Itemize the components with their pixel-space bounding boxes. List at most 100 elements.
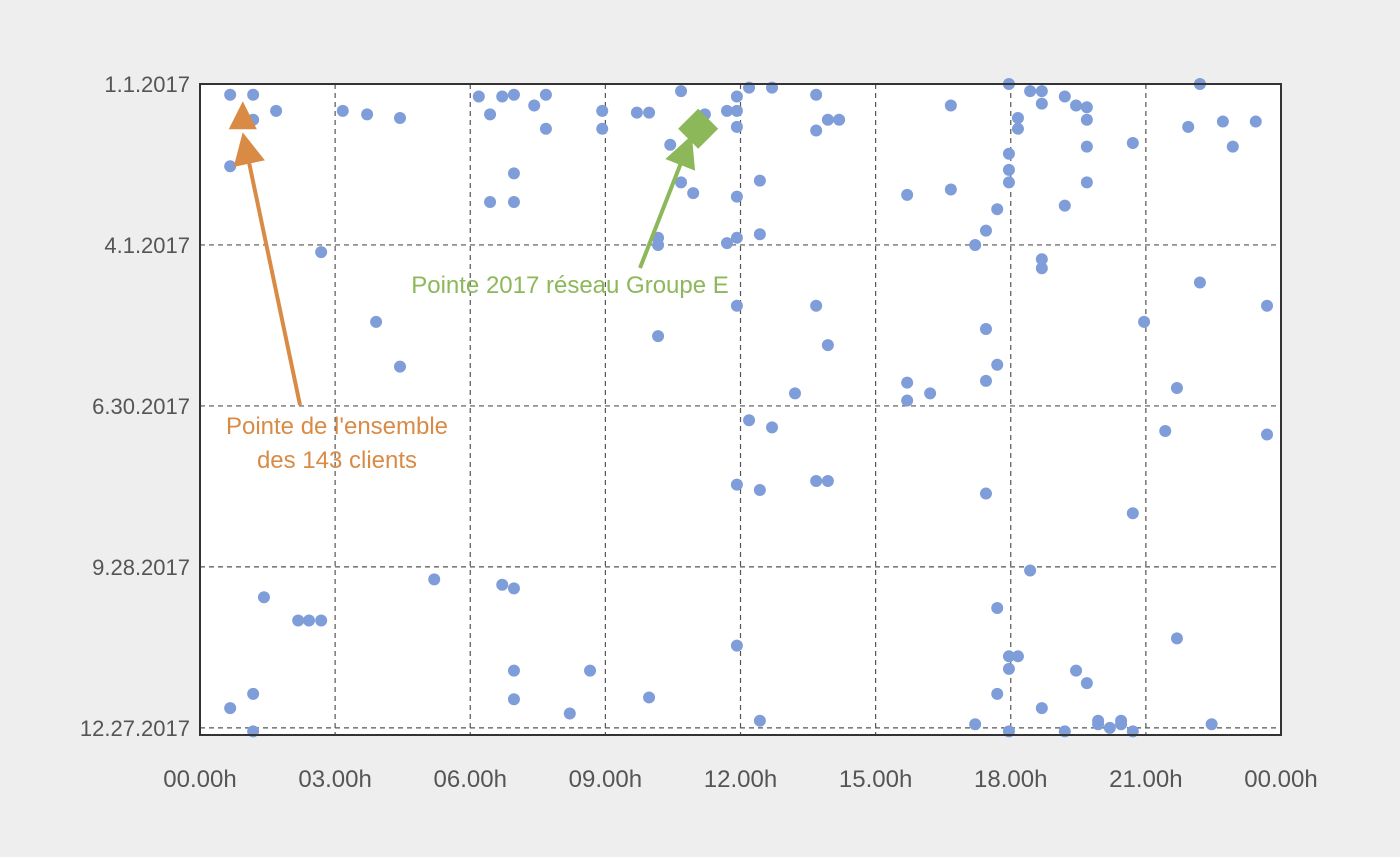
data-point [496, 90, 509, 103]
data-point [507, 88, 520, 101]
data-point [810, 124, 823, 137]
y-tick-label: 6.30.2017 [92, 394, 190, 419]
data-point [1080, 176, 1093, 189]
x-axis-ticks: 00.00h 03.00h 06.00h 09.00h 12.00h 15.00h 18.0… [163, 766, 1317, 793]
data-point [315, 614, 328, 627]
data-point [1080, 677, 1093, 690]
y-tick-label: 1.1.2017 [104, 72, 190, 97]
data-point [1080, 113, 1093, 126]
x-tick-label: 06.00h [434, 766, 507, 793]
y-tick-label: 9.28.2017 [92, 555, 190, 580]
data-point [643, 691, 656, 704]
data-point [979, 374, 992, 387]
data-point [753, 174, 766, 187]
data-point [901, 394, 914, 407]
y-tick-label: 4.1.2017 [104, 233, 190, 258]
data-point [1226, 140, 1239, 153]
data-point [1170, 632, 1183, 645]
data-point [969, 718, 982, 731]
data-point [292, 614, 305, 627]
data-point [428, 573, 441, 586]
data-point [472, 90, 485, 103]
data-point [484, 196, 497, 209]
data-point [643, 106, 656, 119]
data-point [720, 104, 733, 117]
data-point [753, 714, 766, 727]
data-point [336, 104, 349, 117]
data-point [675, 176, 688, 189]
x-tick-label: 18.00h [974, 766, 1047, 793]
data-point [1058, 199, 1071, 212]
x-tick-label: 03.00h [298, 766, 371, 793]
data-point [257, 591, 270, 604]
data-point [507, 693, 520, 706]
data-point [1126, 507, 1139, 520]
data-point [901, 188, 914, 201]
data-point [1138, 315, 1151, 328]
data-point [270, 104, 283, 117]
data-point [821, 113, 834, 126]
data-point [979, 323, 992, 336]
data-point [675, 85, 688, 98]
data-point [539, 122, 552, 135]
data-point [247, 88, 260, 101]
x-tick-label: 00.00h [163, 766, 236, 793]
customers-peak-marker [228, 101, 257, 130]
data-point [753, 228, 766, 241]
x-tick-label: 21.00h [1109, 766, 1182, 793]
data-point [1261, 428, 1274, 441]
data-point [1002, 147, 1015, 160]
customers-peak-label-line1: Pointe de l'ensemble [226, 413, 448, 440]
data-point [810, 299, 823, 312]
data-point [1035, 262, 1048, 275]
data-point [596, 104, 609, 117]
data-point [1002, 163, 1015, 176]
data-point [1182, 120, 1195, 133]
data-point [1126, 137, 1139, 150]
data-point [484, 108, 497, 121]
data-point [496, 578, 509, 591]
data-point [720, 237, 733, 250]
data-point [730, 639, 743, 652]
data-point [1002, 650, 1015, 663]
data-point [507, 167, 520, 180]
x-tick-label: 12.00h [704, 766, 777, 793]
data-point [507, 664, 520, 677]
data-point [969, 238, 982, 251]
data-point [1035, 253, 1048, 266]
data-point [1103, 721, 1116, 734]
data-point [924, 387, 937, 400]
data-point [630, 106, 643, 119]
data-point [1002, 176, 1015, 189]
plot-frame [199, 83, 1282, 736]
customers-peak-arrow [233, 132, 302, 406]
data-point [596, 122, 609, 135]
data-point [991, 203, 1004, 216]
data-point [1205, 718, 1218, 731]
data-point [810, 88, 823, 101]
x-tick-label: 00.00h [1244, 766, 1317, 793]
data-point [563, 707, 576, 720]
data-point [539, 88, 552, 101]
data-point [730, 231, 743, 244]
data-point [979, 224, 992, 237]
data-point [393, 360, 406, 373]
y-tick-label: 12.27.2017 [80, 716, 190, 741]
network-peak-label: Pointe 2017 réseau Groupe E [411, 272, 729, 299]
data-point [1035, 97, 1048, 110]
data-point [507, 196, 520, 209]
data-point [991, 602, 1004, 615]
x-tick-label: 09.00h [569, 766, 642, 793]
data-point [991, 358, 1004, 371]
data-point [730, 120, 743, 133]
data-point [730, 299, 743, 312]
data-point [979, 487, 992, 500]
data-point [1170, 382, 1183, 395]
data-point [1080, 101, 1093, 114]
data-point [1070, 664, 1083, 677]
customers-peak-label-line2: des 143 clients [257, 447, 417, 474]
data-point [528, 99, 541, 112]
data-point [224, 88, 237, 101]
data-point [315, 246, 328, 259]
